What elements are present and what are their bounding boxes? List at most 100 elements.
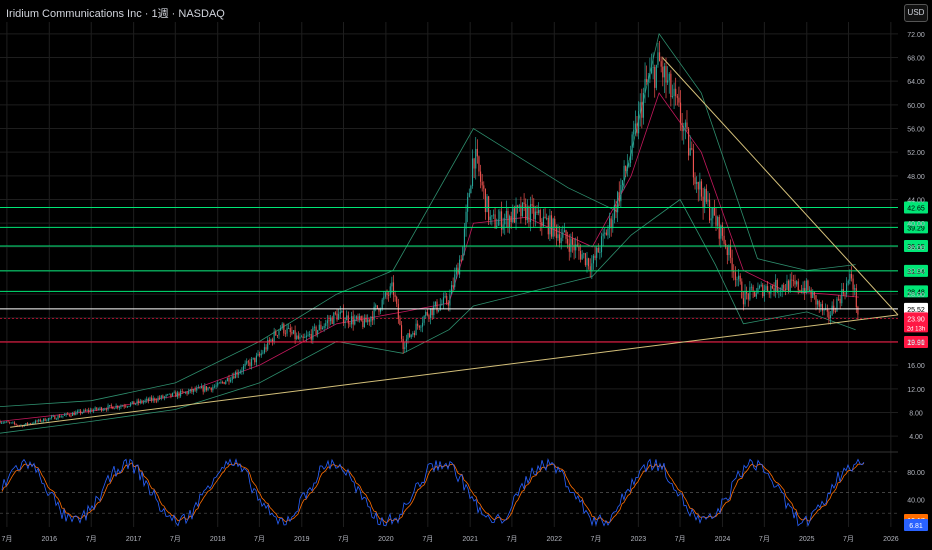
candle-body <box>367 319 369 323</box>
candle-body <box>157 397 159 401</box>
candle-body <box>444 296 446 298</box>
candle-body <box>567 238 569 244</box>
candle-body <box>60 416 62 418</box>
candle-body <box>626 166 628 171</box>
candle-body <box>723 235 725 244</box>
candle-body <box>281 323 283 328</box>
time-tick-label: 7月 <box>254 535 265 543</box>
candle-body <box>52 416 54 417</box>
candle-body <box>141 400 143 403</box>
candle-body <box>165 394 167 397</box>
candle-body <box>257 353 259 356</box>
candle-body <box>81 412 83 414</box>
candle-body <box>173 392 175 394</box>
candle-body <box>80 410 82 414</box>
candle-body <box>749 287 751 300</box>
candle-body <box>30 423 32 425</box>
candle-body <box>565 230 567 239</box>
time-tick-label: 7月 <box>759 535 770 543</box>
candle-body <box>746 291 748 294</box>
candle-body <box>139 400 141 403</box>
time-tick-label: 7月 <box>338 535 349 543</box>
candle-body <box>688 128 690 156</box>
candle-body <box>488 196 490 221</box>
candle-body <box>559 234 561 244</box>
candle-body <box>94 407 96 410</box>
level-label-tag <box>904 336 928 349</box>
candle-body <box>91 409 93 412</box>
candle-body <box>509 216 511 228</box>
candle-body <box>633 129 635 135</box>
price-tick-label: 44.00 <box>907 198 925 205</box>
candle-body <box>492 214 495 216</box>
candle-body <box>252 357 254 360</box>
candle-body <box>217 382 219 386</box>
time-tick-label: 7月 <box>506 535 517 543</box>
candle-body <box>526 206 528 221</box>
candle-body <box>5 421 8 423</box>
candle-body <box>196 387 198 391</box>
candle-body <box>631 134 633 157</box>
candle-body <box>686 122 688 129</box>
price-tick-label: 28.00 <box>907 292 925 299</box>
candle-body <box>352 316 354 325</box>
candle-body <box>33 423 35 425</box>
candle-body <box>612 219 614 229</box>
trendline <box>10 314 899 428</box>
candle-body <box>483 185 485 189</box>
candle-body <box>442 297 445 304</box>
candle-body <box>15 423 17 425</box>
stoch-tick-label: 40.00 <box>907 497 925 504</box>
candle-body <box>144 400 146 402</box>
price-tick-label: 52.00 <box>907 150 925 157</box>
candle-body <box>83 409 85 413</box>
candle-body <box>34 420 37 424</box>
level-label: 36.15 <box>907 244 925 251</box>
currency-button[interactable]: USD <box>904 4 928 22</box>
candle-body <box>218 382 220 384</box>
candle-body <box>239 371 241 374</box>
candle-body <box>97 408 99 410</box>
candle-body <box>102 409 104 411</box>
candle-body <box>194 389 196 391</box>
candle-body <box>428 315 430 318</box>
candle-body <box>621 180 624 185</box>
price-axis: 4.008.0012.0016.0020.0024.0028.0032.0036… <box>0 32 928 441</box>
candle-body <box>400 325 403 339</box>
candle-body <box>847 280 849 284</box>
candle-body <box>197 387 199 389</box>
candle-body <box>328 320 330 322</box>
candle-body <box>384 292 386 297</box>
candle-body <box>541 222 543 227</box>
candle-body <box>644 78 646 93</box>
candle-body <box>128 405 130 407</box>
candle-body <box>131 401 133 404</box>
candle-body <box>339 311 341 314</box>
price-tick-label: 36.00 <box>907 245 925 252</box>
candle-body <box>76 411 78 413</box>
candle-body <box>415 323 417 336</box>
candle-body <box>101 407 103 411</box>
candle-body <box>215 385 217 387</box>
candle-body <box>447 303 449 306</box>
level-label: 28.48 <box>907 289 925 296</box>
candle-body <box>528 206 530 223</box>
candle-body <box>423 315 425 323</box>
level-label: 39.29 <box>907 225 925 232</box>
trendline <box>661 57 899 316</box>
candle-body <box>494 214 496 229</box>
candle-body <box>44 418 46 421</box>
candle-body <box>113 408 116 410</box>
candle-body <box>544 216 546 219</box>
candle-body <box>9 422 11 424</box>
price-tick-label: 16.00 <box>907 363 925 370</box>
candle-body <box>817 300 819 305</box>
candle-body <box>242 366 245 371</box>
level-label-tag <box>904 302 928 315</box>
candle-body <box>318 324 320 331</box>
candle-body <box>84 409 87 411</box>
candle-body <box>142 401 145 403</box>
time-axis: 7月 2016 7月 2017 7月 2018 7月 2019 7月 2020 7月 2021 7月 20… <box>1 535 898 543</box>
candle-body <box>370 316 372 322</box>
